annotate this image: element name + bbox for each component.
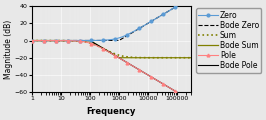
Line: Pole: Pole bbox=[31, 39, 192, 102]
Bode Pole bbox=[107, 51, 111, 53]
Bode Sum bbox=[185, 57, 188, 58]
Bode Zero bbox=[155, 17, 159, 19]
Legend: Zero, Bode Zero, Sum, Bode Sum, Pole, Bode Pole: Zero, Bode Zero, Sum, Bode Sum, Pole, Bo… bbox=[196, 8, 261, 73]
Bode Sum bbox=[155, 57, 159, 58]
Line: Bode Pole: Bode Pole bbox=[32, 41, 191, 100]
Zero bbox=[184, 0, 188, 1]
Sum bbox=[189, 57, 192, 58]
Sum bbox=[185, 57, 188, 58]
Bode Sum bbox=[38, 40, 41, 41]
Pole bbox=[103, 49, 106, 51]
Zero bbox=[30, 40, 34, 41]
Pole bbox=[30, 40, 34, 41]
Bode Pole bbox=[155, 80, 159, 81]
Bode Zero bbox=[30, 40, 34, 41]
Sum bbox=[30, 40, 34, 41]
Pole bbox=[107, 51, 111, 53]
Line: Sum: Sum bbox=[32, 41, 191, 58]
Zero bbox=[155, 17, 159, 19]
Bode Sum bbox=[189, 57, 192, 58]
Line: Zero: Zero bbox=[31, 0, 192, 42]
Sum bbox=[103, 49, 106, 50]
Bode Zero bbox=[38, 40, 41, 41]
Bode Zero bbox=[185, 0, 188, 1]
Line: Bode Sum: Bode Sum bbox=[32, 41, 191, 58]
Pole bbox=[38, 40, 41, 41]
Bode Sum bbox=[107, 51, 111, 53]
Bode Pole bbox=[185, 97, 188, 98]
Bode Pole bbox=[30, 40, 34, 41]
Zero bbox=[38, 40, 41, 41]
Bode Sum bbox=[30, 40, 34, 41]
Zero bbox=[103, 39, 106, 41]
Y-axis label: Magnitude (dB): Magnitude (dB) bbox=[4, 20, 13, 79]
Bode Sum bbox=[103, 49, 106, 50]
Pole bbox=[189, 100, 192, 101]
X-axis label: Frequency: Frequency bbox=[87, 107, 136, 116]
Line: Bode Zero: Bode Zero bbox=[32, 0, 191, 41]
Sum bbox=[155, 57, 159, 58]
Bode Pole bbox=[184, 97, 188, 98]
Pole bbox=[185, 97, 188, 98]
Bode Zero bbox=[184, 0, 188, 1]
Sum bbox=[184, 57, 188, 58]
Pole bbox=[155, 80, 159, 81]
Pole bbox=[184, 97, 188, 98]
Sum bbox=[107, 51, 111, 52]
Bode Pole bbox=[38, 40, 41, 41]
Sum bbox=[38, 40, 41, 41]
Bode Sum bbox=[185, 57, 188, 58]
Bode Pole bbox=[103, 49, 106, 50]
Bode Sum bbox=[181, 57, 185, 58]
Zero bbox=[107, 39, 111, 41]
Bode Zero bbox=[103, 40, 106, 41]
Bode Pole bbox=[189, 100, 192, 101]
Zero bbox=[185, 0, 188, 1]
Bode Zero bbox=[107, 40, 111, 41]
